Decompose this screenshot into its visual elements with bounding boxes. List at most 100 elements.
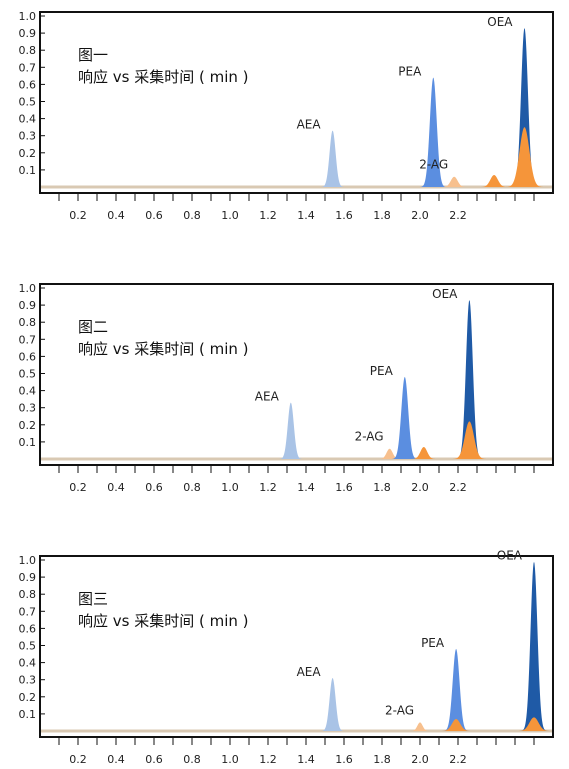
- peak-pea: [441, 648, 471, 731]
- x-tick-label: 1.8: [373, 481, 391, 494]
- x-tick-label: 2.2: [449, 481, 467, 494]
- x-tick-label: 0.4: [107, 753, 125, 766]
- y-tick-label: 0.9: [19, 299, 37, 312]
- y-tick-label: 0.8: [19, 316, 37, 329]
- peak-label-pea: PEA: [421, 636, 445, 650]
- peak-label-pea: PEA: [398, 65, 422, 79]
- peak-unlabeled-5: [503, 127, 546, 187]
- peak-unlabeled-5: [450, 421, 489, 459]
- panel-title: 图一: [78, 46, 108, 64]
- y-tick-label: 1.0: [19, 282, 37, 295]
- y-tick-label: 0.1: [19, 164, 37, 177]
- y-tick-label: 0.2: [19, 419, 37, 432]
- y-tick-label: 0.7: [19, 333, 37, 346]
- x-tick-label: 0.8: [183, 753, 201, 766]
- x-tick-label: 1.2: [259, 753, 277, 766]
- plot-frame: [39, 11, 554, 194]
- baseline: [41, 457, 552, 461]
- peak-unlabeled-5: [514, 717, 554, 731]
- y-tick-label: 0.1: [19, 436, 37, 449]
- x-tick-label: 1.4: [297, 753, 315, 766]
- y-tick-label: 0.2: [19, 147, 37, 160]
- chart-panel-3: 0.1 0.2 0.3 0.4 0.5 0.6 0.7 0.8 0.9 1.0 0.2 0.4 0.6 0…: [19, 549, 554, 766]
- x-tick-label: 1.6: [335, 209, 353, 222]
- x-tick-label: 0.2: [69, 481, 87, 494]
- x-tick-label: 2.0: [411, 209, 429, 222]
- peak-label-pea: PEA: [370, 364, 394, 378]
- y-tick-label: 0.7: [19, 605, 37, 618]
- peak-aea: [319, 677, 346, 731]
- peak-label-aea: AEA: [297, 665, 322, 679]
- peak-label-oea: OEA: [432, 287, 458, 301]
- chart-panel-1: 0.1 0.2 0.3 0.4 0.5 0.6 0.7 0.8 0.9 1.0 0.2 0.4 0.6 0…: [19, 10, 554, 222]
- panel-subtitle: 响应 vs 采集时间 ( min ): [78, 68, 249, 86]
- x-tick-label: 0.2: [69, 209, 87, 222]
- x-tick-label: 0.6: [145, 481, 163, 494]
- x-tick-label: 0.2: [69, 753, 87, 766]
- y-tick-label: 0.5: [19, 368, 37, 381]
- y-tick-label: 0.6: [19, 622, 37, 635]
- panel-title: 图二: [78, 318, 108, 336]
- y-tick-label: 0.3: [19, 674, 37, 687]
- y-tick-label: 0.2: [19, 691, 37, 704]
- x-tick-label: 2.0: [411, 753, 429, 766]
- y-tick-label: 0.4: [19, 657, 37, 670]
- x-tick-label: 1.0: [221, 209, 239, 222]
- y-tick-label: 0.3: [19, 402, 37, 415]
- peak-pea: [418, 77, 448, 187]
- peak-unlabeled-3: [438, 719, 474, 731]
- y-tick-label: 1.0: [19, 554, 37, 567]
- y-tick-label: 0.3: [19, 130, 37, 143]
- peak-label-aea: AEA: [297, 118, 322, 132]
- y-tick-label: 0.5: [19, 96, 37, 109]
- y-tick-label: 1.0: [19, 10, 37, 23]
- peak-unlabeled-3: [478, 175, 511, 187]
- x-tick-label: 1.6: [335, 753, 353, 766]
- peak-2-ag: [439, 176, 469, 187]
- peak-2-ag: [376, 448, 403, 459]
- peak-oea: [519, 561, 549, 731]
- panel-subtitle: 响应 vs 采集时间 ( min ): [78, 340, 249, 358]
- peak-label-2-ag: 2-AG: [385, 703, 414, 717]
- y-tick-label: 0.6: [19, 78, 37, 91]
- peak-label-2-ag: 2-AG: [355, 430, 384, 444]
- peak-label-aea: AEA: [255, 390, 280, 404]
- y-tick-label: 0.9: [19, 571, 37, 584]
- peak-aea: [278, 402, 304, 459]
- y-tick-label: 0.1: [19, 708, 37, 721]
- peak-oea: [510, 27, 539, 187]
- panel-title: 图三: [78, 590, 108, 608]
- peak-label-oea: OEA: [487, 15, 513, 29]
- y-tick-label: 0.5: [19, 640, 37, 653]
- chart-panel-2: 0.1 0.2 0.3 0.4 0.5 0.6 0.7 0.8 0.9 1.0 0.2 0.4 0.6 0…: [19, 282, 554, 494]
- x-tick-label: 1.4: [297, 481, 315, 494]
- x-tick-label: 1.0: [221, 481, 239, 494]
- y-tick-label: 0.4: [19, 385, 37, 398]
- x-tick-label: 0.8: [183, 481, 201, 494]
- x-tick-label: 2.2: [449, 209, 467, 222]
- x-tick-label: 1.2: [259, 481, 277, 494]
- x-tick-label: 1.8: [373, 753, 391, 766]
- x-tick-label: 2.2: [449, 753, 467, 766]
- baseline: [41, 185, 552, 189]
- peak-2-ag: [408, 722, 432, 731]
- y-tick-label: 0.8: [19, 44, 37, 57]
- peak-label-2-ag: 2-AG: [419, 158, 448, 172]
- peak-unlabeled-3: [409, 447, 439, 459]
- baseline: [41, 729, 552, 733]
- y-tick-label: 0.4: [19, 113, 37, 126]
- x-tick-label: 0.4: [107, 209, 125, 222]
- x-tick-label: 0.4: [107, 481, 125, 494]
- x-tick-label: 1.0: [221, 753, 239, 766]
- x-tick-label: 1.4: [297, 209, 315, 222]
- peak-oea: [455, 299, 484, 459]
- x-tick-label: 0.6: [145, 753, 163, 766]
- x-tick-label: 2.0: [411, 481, 429, 494]
- y-tick-label: 0.6: [19, 350, 37, 363]
- x-tick-label: 1.6: [335, 481, 353, 494]
- y-tick-label: 0.8: [19, 588, 37, 601]
- x-tick-label: 0.6: [145, 209, 163, 222]
- y-tick-label: 0.9: [19, 27, 37, 40]
- panel-subtitle: 响应 vs 采集时间 ( min ): [78, 612, 249, 630]
